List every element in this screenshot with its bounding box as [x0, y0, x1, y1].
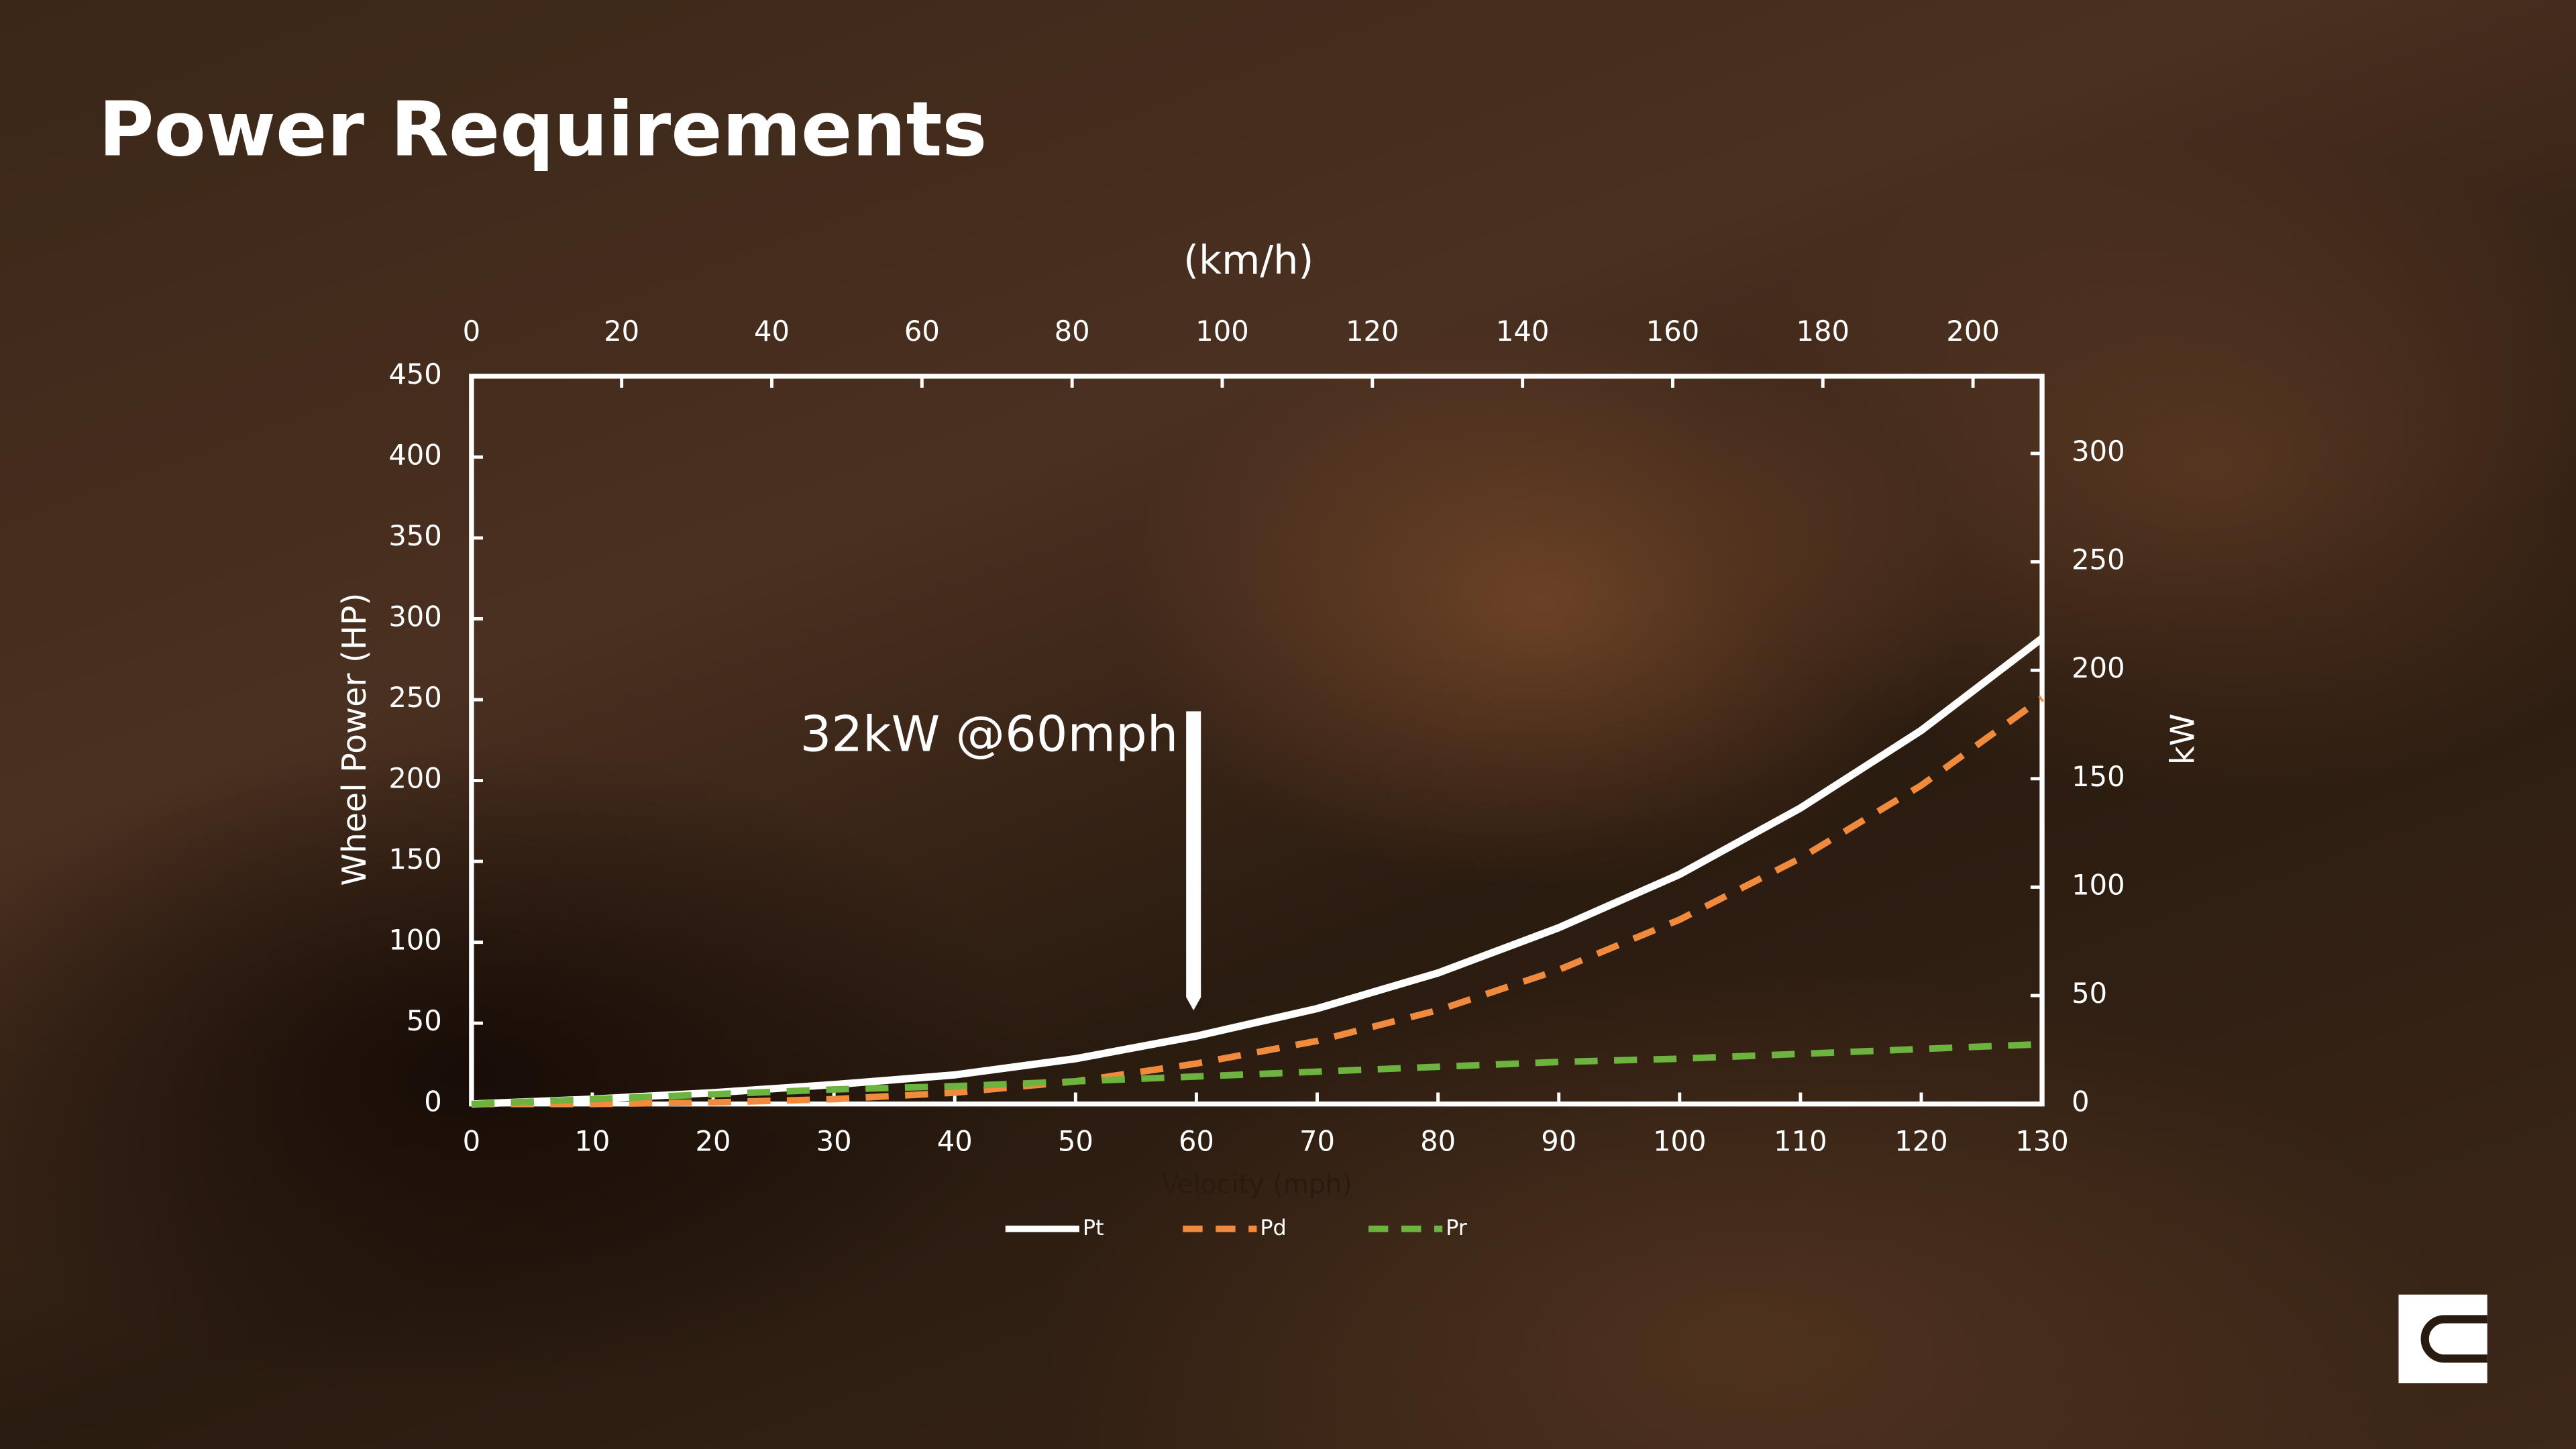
- y-tick-label: 300: [388, 600, 441, 633]
- x2-tick-label: 120: [1346, 315, 1399, 347]
- y-tick-label: 200: [388, 762, 441, 795]
- plot-frame: [469, 374, 2045, 1107]
- x-tick-label: 20: [696, 1124, 731, 1157]
- x2-tick-label: 40: [754, 315, 790, 347]
- y-tick-label: 350: [388, 519, 441, 552]
- x2-tick-label: 60: [904, 315, 940, 347]
- y-tick-label: 0: [424, 1085, 441, 1118]
- series-line: [471, 695, 2044, 1108]
- series-line: [471, 1040, 2043, 1108]
- x2-tick-label: 100: [1195, 315, 1248, 347]
- x2-tick-label: 160: [1646, 315, 1699, 347]
- x-tick-label: 120: [1894, 1124, 1947, 1157]
- x2-tick-label: 0: [463, 315, 480, 347]
- y2-tick-label: 250: [2072, 543, 2125, 576]
- y2-tick-label: 150: [2072, 760, 2125, 793]
- x-tick-label: 50: [1058, 1124, 1093, 1157]
- x-tick-label: 70: [1299, 1124, 1335, 1157]
- x-axis-title: Velocity (mph): [1161, 1170, 1352, 1200]
- y2-tick-label: 300: [2072, 435, 2125, 468]
- x-tick-label: 40: [937, 1124, 973, 1157]
- x2-tick-label: 180: [1796, 315, 1849, 347]
- y-tick-label: 450: [388, 358, 441, 390]
- x2-tick-label: 80: [1055, 315, 1090, 347]
- x2-tick-label: 200: [1946, 315, 1999, 347]
- logo: [2398, 1294, 2487, 1384]
- y-tick-label: 250: [388, 681, 441, 714]
- y2-tick-label: 100: [2072, 868, 2125, 901]
- y-axis-title: Wheel Power (HP): [335, 593, 374, 886]
- legend-label: Pt: [1083, 1215, 1104, 1240]
- y2-axis-title: kW: [2164, 714, 2202, 765]
- x2-tick-label: 20: [604, 315, 639, 347]
- y2-tick-label: 0: [2072, 1085, 2089, 1118]
- y-tick-label: 400: [388, 438, 441, 471]
- series-line: [471, 635, 2045, 1108]
- y2-tick-label: 200: [2072, 651, 2125, 684]
- x-tick-label: 10: [574, 1124, 610, 1157]
- top-axis-title: (km/h): [1183, 237, 1313, 283]
- legend-label: Pd: [1260, 1215, 1286, 1240]
- annotation: 32kW @60mph: [800, 706, 1179, 763]
- y2-tick-label: 50: [2072, 977, 2107, 1010]
- y-tick-label: 150: [388, 843, 441, 875]
- y-tick-label: 50: [407, 1004, 442, 1037]
- y-tick-label: 100: [388, 924, 441, 957]
- annotation-arrow: [1186, 711, 1201, 1011]
- x-tick-label: 110: [1774, 1124, 1827, 1157]
- slide-title: Power Requirements: [99, 85, 987, 174]
- x-tick-label: 0: [463, 1124, 480, 1157]
- x-tick-label: 60: [1179, 1124, 1214, 1157]
- x-tick-label: 100: [1653, 1124, 1706, 1157]
- x-tick-label: 90: [1541, 1124, 1576, 1157]
- x-tick-label: 80: [1420, 1124, 1456, 1157]
- x-tick-label: 30: [816, 1124, 852, 1157]
- x2-tick-label: 140: [1496, 315, 1549, 347]
- x-tick-label: 130: [2015, 1124, 2068, 1157]
- legend-label: Pr: [1446, 1215, 1468, 1240]
